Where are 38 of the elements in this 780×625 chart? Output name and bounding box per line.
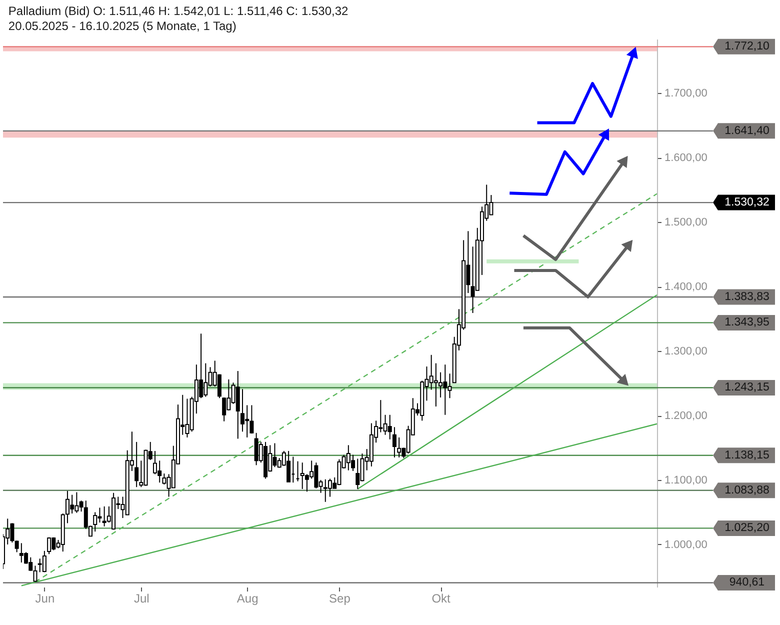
y-tick-label: 1.500,00 bbox=[664, 216, 708, 229]
candlestick bbox=[388, 414, 392, 440]
y-tick-label: 1.200,00 bbox=[664, 410, 708, 422]
y-tick-label: 1.400,00 bbox=[664, 281, 708, 294]
ref-line-label: 1.530,32 bbox=[724, 196, 770, 209]
ref-line-label: 1.083,88 bbox=[724, 484, 770, 496]
candlestick bbox=[33, 565, 38, 582]
candlestick bbox=[134, 441, 139, 488]
candlestick bbox=[356, 458, 360, 490]
candlestick bbox=[250, 404, 254, 434]
chart-title: Palladium (Bid) O: 1.511,46 H: 1.542,01 L: 1.511,46 C: 1.530,32 bbox=[8, 4, 348, 18]
y-tick-label: 1.000,00 bbox=[664, 538, 708, 551]
x-tick-label: Jul bbox=[134, 592, 150, 606]
ref-line-label: 1.383,83 bbox=[724, 290, 770, 303]
y-tick-label: 1.600,00 bbox=[664, 152, 708, 164]
candlestick bbox=[217, 374, 222, 399]
ref-line-label: 1.343,95 bbox=[724, 316, 770, 329]
ref-line-label: 940,61 bbox=[729, 576, 765, 589]
candlestick bbox=[222, 396, 226, 422]
candlestick bbox=[47, 536, 52, 555]
x-tick-label: Aug bbox=[236, 592, 258, 606]
chart-subtitle: 20.05.2025 - 16.10.2025 (5 Monate, 1 Tag) bbox=[8, 18, 236, 33]
ref-line-label: 1.641,40 bbox=[724, 124, 770, 137]
ref-line-label: 1.138,15 bbox=[724, 449, 770, 462]
ref-line-label: 1.772,10 bbox=[724, 40, 770, 53]
y-tick-label: 1.100,00 bbox=[664, 474, 708, 486]
candlestick bbox=[42, 550, 46, 573]
x-tick-label: Okt bbox=[432, 592, 452, 606]
candlestick bbox=[397, 436, 402, 458]
y-tick-label: 1.300,00 bbox=[664, 346, 708, 358]
x-tick-label: Sep bbox=[329, 592, 351, 606]
y-tick-label: 1.700,00 bbox=[664, 88, 708, 100]
x-tick-label: Jun bbox=[35, 592, 55, 606]
candlestick bbox=[236, 370, 240, 440]
candlestick bbox=[93, 512, 98, 532]
ref-line-label: 1.025,20 bbox=[724, 522, 770, 534]
candlestick bbox=[392, 426, 396, 458]
ref-line-label: 1.243,15 bbox=[724, 382, 770, 394]
